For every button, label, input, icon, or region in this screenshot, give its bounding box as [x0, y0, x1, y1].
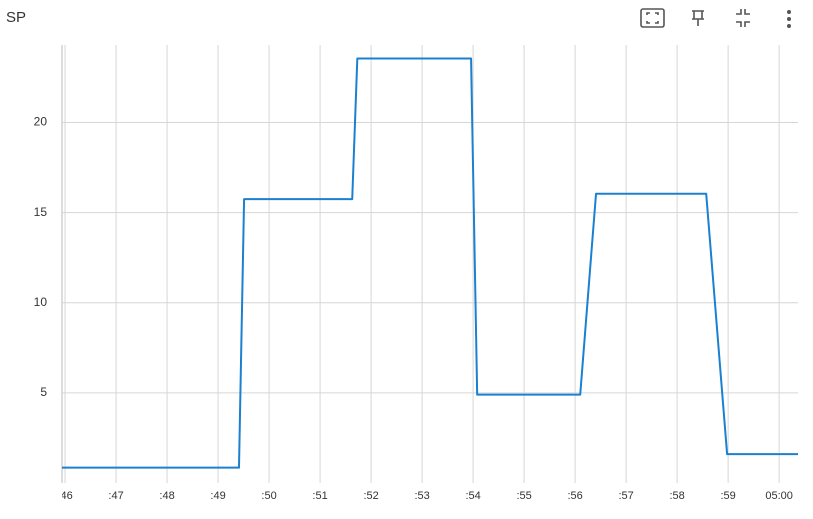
x-tick-label: :50 [261, 490, 276, 502]
chart-title: SP [6, 9, 26, 26]
toolbar [640, 8, 791, 28]
x-tick-label: :48 [159, 490, 174, 502]
x-tick-label: :57 [618, 490, 633, 502]
pin-button[interactable] [692, 10, 704, 26]
menu-button[interactable] [787, 10, 791, 28]
y-tick-label: 5 [40, 385, 47, 399]
x-tick-label: :53 [414, 490, 429, 502]
x-tick-label: :55 [516, 490, 531, 502]
x-tick-label: 05:00 [765, 490, 793, 502]
x-tick-label: :54 [465, 490, 480, 502]
y-tick-label: 10 [34, 295, 48, 309]
collapse-button[interactable] [736, 9, 750, 27]
x-tick-label: :47 [108, 490, 123, 502]
x-tick-labels: :46 :47 :48 :49 :50 :51 :52 :53 :54 :55 :56 :57 :58:… [57, 490, 793, 502]
line-series [62, 57, 798, 469]
y-tick-label: 15 [34, 205, 48, 219]
x-tick-label: :52 [363, 490, 378, 502]
x-tick-label: :56 [567, 490, 582, 502]
x-tick-label: :46 [57, 490, 72, 502]
x-tick-label: :49 [210, 490, 225, 502]
x-tick-label: :58 [669, 490, 684, 502]
fullscreen-button[interactable] [640, 8, 665, 28]
x-tick-label: :59 [720, 490, 735, 502]
y-tick-label: 20 [34, 115, 48, 129]
x-tick-label: :51 [312, 490, 327, 502]
